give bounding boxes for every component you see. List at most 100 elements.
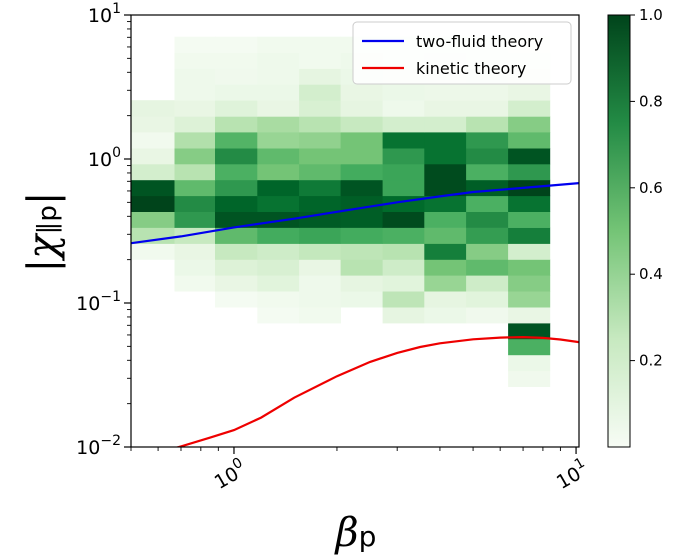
heatmap-cell — [466, 211, 509, 228]
heatmap-cell — [508, 243, 551, 260]
heatmap-cell — [382, 307, 425, 324]
kinetic-theory-line — [174, 335, 579, 447]
heatmap-cell — [508, 148, 551, 165]
heatmap-cell — [299, 132, 341, 149]
heatmap-cell — [424, 116, 467, 133]
heatmap-cell — [215, 211, 258, 228]
heatmap-cell — [508, 84, 551, 101]
heatmap-cell — [299, 68, 341, 85]
two-fluid-theory-line — [131, 182, 579, 245]
heatmap-cell — [299, 179, 341, 197]
heatmap-cell — [340, 179, 383, 197]
heatmap-cell — [174, 211, 216, 228]
y-tick-label: 10−2 — [76, 433, 121, 459]
heatmap-cell — [424, 163, 467, 181]
heatmap-cell — [215, 84, 258, 101]
heatmap-cell — [508, 259, 551, 276]
heatmap-cell — [508, 370, 551, 387]
heatmap-cell — [299, 307, 341, 324]
heatmap-cell — [299, 243, 341, 260]
heatmap-cell — [174, 275, 216, 292]
heatmap-cell — [131, 179, 175, 197]
heatmap-cell — [382, 291, 425, 308]
heatmap-cell — [299, 148, 341, 165]
heatmap-cell — [131, 148, 175, 165]
heatmap-cell — [174, 52, 216, 69]
heatmap-cell — [424, 211, 467, 228]
heatmap-cell — [382, 179, 425, 197]
heatmap-cell — [299, 163, 341, 181]
heatmap-cell — [508, 132, 551, 149]
heatmap-cell — [382, 275, 425, 292]
heatmap-cell — [299, 275, 341, 292]
heatmap-cell — [508, 195, 551, 212]
x-tick-label: 101 — [551, 455, 593, 494]
heatmap-cell — [466, 259, 509, 276]
heatmap-cell — [215, 148, 258, 165]
heatmap-cell — [340, 163, 383, 181]
heatmap-cell — [382, 148, 425, 165]
heatmap-cell — [508, 227, 551, 244]
heatmap-cell — [466, 307, 509, 324]
heatmap-cell — [340, 132, 383, 149]
legend: two-fluid theory kinetic theory — [352, 21, 572, 85]
heatmap-cell — [215, 291, 258, 308]
heatmap-cell — [215, 132, 258, 149]
heatmap-cell — [508, 307, 551, 324]
heatmap-cell — [257, 227, 300, 244]
heatmap-cell — [174, 84, 216, 101]
heatmap-cell — [382, 163, 425, 181]
heatmap-cell — [257, 84, 300, 101]
heatmap-cell — [340, 211, 383, 228]
heatmap-cell — [257, 275, 300, 292]
heatmap-cell — [174, 36, 216, 53]
heatmap-cell — [340, 259, 383, 276]
heatmap-cell — [508, 211, 551, 228]
y-tick-label: 100 — [88, 145, 121, 171]
heatmap-cell — [215, 116, 258, 133]
heatmap-cell — [299, 195, 341, 212]
heatmap-cell — [299, 259, 341, 276]
heatmap-cell — [424, 275, 467, 292]
heatmap-cell — [215, 227, 258, 244]
heatmap-cell — [299, 100, 341, 117]
heatmap-cell — [174, 259, 216, 276]
heatmap-cell — [382, 132, 425, 149]
heatmap-cell — [215, 259, 258, 276]
colorbar-tick-label: 0.2 — [639, 352, 663, 370]
heatmap-cell — [131, 243, 175, 260]
heatmap-cell — [424, 84, 467, 101]
heatmap-cell — [466, 100, 509, 117]
heatmap-cell — [424, 307, 467, 324]
heatmap-cell — [382, 227, 425, 244]
colorbar-tick-label: 0.8 — [639, 92, 663, 110]
heatmap-cell — [131, 132, 175, 149]
heatmap-cell — [215, 68, 258, 85]
heatmap-cell — [257, 52, 300, 69]
heatmap-cell — [466, 227, 509, 244]
heatmap-cell — [340, 195, 383, 212]
x-axis-label: βp — [334, 510, 377, 556]
heatmap-cell — [466, 116, 509, 133]
y-axis: 10−2 10−1 100 101 — [76, 1, 131, 459]
heatmap-cell — [508, 163, 551, 181]
heatmap-cell — [466, 179, 509, 197]
y-tick-label: 10−1 — [76, 289, 121, 315]
heatmap-cell — [382, 243, 425, 260]
heatmap-cell — [299, 84, 341, 101]
heatmap-cell — [382, 211, 425, 228]
heatmap-cell — [257, 116, 300, 133]
heatmap-cell — [340, 100, 383, 117]
colorbar-tick-label: 0.4 — [639, 265, 663, 283]
heatmap-cell — [340, 227, 383, 244]
heatmap-cell — [382, 84, 425, 101]
heatmap-cell — [215, 52, 258, 69]
heatmap-cell — [382, 116, 425, 133]
heatmap-cell — [466, 132, 509, 149]
heatmap-cell — [340, 148, 383, 165]
heatmap-cell — [257, 132, 300, 149]
heatmap-cell — [174, 100, 216, 117]
heatmap-cell — [131, 211, 175, 228]
heatmap-cell — [257, 163, 300, 181]
